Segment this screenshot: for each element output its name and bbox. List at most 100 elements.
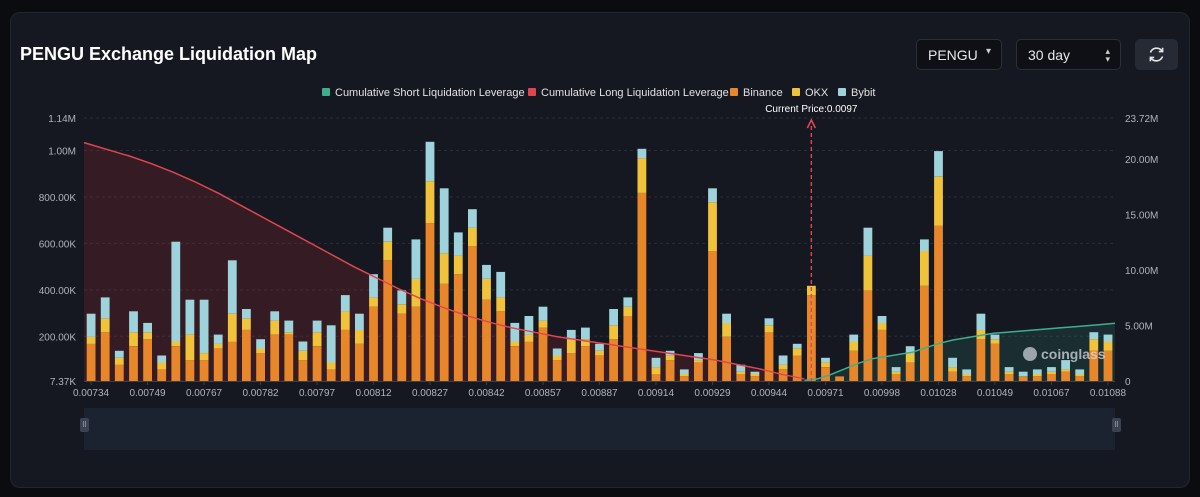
bar-okx: [100, 318, 110, 333]
bar-okx: [482, 278, 491, 300]
legend-label-bybit: Bybit: [851, 87, 876, 99]
bar-bybit: [312, 320, 322, 333]
bar-bybit: [764, 318, 774, 326]
bar-okx: [1061, 369, 1070, 372]
bar-okx: [566, 339, 576, 354]
bar-binance: [905, 362, 915, 381]
bar-bybit: [284, 320, 294, 333]
bar-bybit: [383, 227, 393, 242]
bar-okx: [1089, 339, 1099, 351]
y-left-tick-label: 400.00K: [39, 286, 77, 297]
legend-label-okx: OKX: [805, 87, 829, 99]
legend-item-bybit[interactable]: Bybit: [838, 87, 875, 99]
bar-bybit: [976, 313, 986, 330]
bar-bybit: [114, 350, 124, 358]
symbol-select[interactable]: PENGU ▾: [916, 39, 1002, 70]
x-tick-label: 0.00944: [751, 388, 788, 399]
bar-binance: [750, 376, 760, 381]
bar-okx: [425, 181, 435, 224]
bar-okx: [114, 357, 124, 365]
zoom-slider-right-handle[interactable]: ll: [1112, 418, 1121, 432]
bar-binance: [157, 369, 167, 381]
bar-bybit: [905, 346, 915, 354]
bar-binance: [326, 369, 336, 381]
legend-swatch-binance: [730, 88, 738, 96]
bar-bybit: [1047, 367, 1056, 372]
bar-bybit: [227, 260, 237, 314]
bar-okx: [849, 341, 859, 351]
bar-bybit: [821, 357, 830, 363]
bar-binance: [242, 329, 251, 381]
x-tick-label: 0.01028: [920, 388, 957, 399]
bar-binance: [185, 360, 195, 381]
bar-binance: [990, 343, 1000, 381]
refresh-button[interactable]: [1135, 39, 1178, 70]
y-right-tick-label: 10.00M: [1125, 266, 1158, 277]
bar-binance: [835, 376, 844, 381]
bar-bybit: [920, 239, 929, 251]
bar-binance: [1018, 376, 1028, 381]
bar-bybit: [849, 334, 859, 342]
bar-okx: [976, 329, 986, 340]
bar-bybit: [397, 290, 407, 305]
zoom-slider-left-handle[interactable]: ll: [80, 418, 89, 432]
legend-item-long[interactable]: Cumulative Long Liquidation Leverage: [528, 87, 729, 99]
bar-bybit: [524, 316, 534, 335]
bar-okx: [397, 304, 407, 314]
period-select[interactable]: 30 day ▴ ▾: [1016, 39, 1121, 70]
chart-legend: Cumulative Short Liquidation Leverage Cu…: [0, 87, 1200, 103]
bar-okx: [694, 360, 703, 363]
bar-bybit: [171, 241, 181, 342]
bar-okx: [242, 318, 251, 330]
bar-bybit: [496, 271, 506, 298]
zoom-slider-track[interactable]: [84, 408, 1115, 450]
y-right-tick-label: 5.00M: [1125, 322, 1153, 333]
bar-okx: [524, 334, 534, 342]
bar-binance: [439, 283, 449, 381]
x-tick-label: 0.00887: [581, 388, 618, 399]
bar-bybit: [750, 371, 760, 374]
bar-bybit: [1032, 369, 1042, 374]
bar-okx: [129, 332, 138, 347]
x-tick-label: 0.00998: [864, 388, 901, 399]
short-leverage-line: [804, 322, 1116, 382]
long-leverage-line: [83, 141, 805, 380]
bar-bybit: [129, 311, 138, 333]
coinglass-logo-icon: [1023, 347, 1037, 361]
bar-binance: [566, 353, 576, 381]
bar-binance: [312, 346, 322, 381]
bar-binance: [100, 332, 110, 381]
bar-okx: [439, 253, 449, 284]
bar-okx: [962, 374, 972, 377]
bar-bybit: [962, 369, 972, 374]
y-right-tick-label: 15.00M: [1125, 211, 1158, 222]
long-area-fill: [84, 142, 805, 381]
x-tick-label: 0.00842: [468, 388, 505, 399]
bar-bybit: [411, 239, 421, 279]
bar-okx: [213, 343, 223, 349]
legend-item-short[interactable]: Cumulative Short Liquidation Leverage: [322, 87, 525, 99]
bar-binance: [270, 334, 280, 381]
bar-binance: [114, 364, 124, 381]
bar-binance: [1047, 374, 1056, 381]
bar-bybit: [482, 264, 491, 279]
bar-okx: [227, 313, 237, 342]
symbol-select-value: PENGU: [928, 47, 978, 63]
legend-item-binance[interactable]: Binance: [730, 87, 783, 99]
bar-binance: [694, 362, 703, 381]
y-left-tick-label: 1.00M: [48, 147, 76, 158]
x-tick-label: 0.01049: [977, 388, 1014, 399]
bar-binance: [453, 274, 463, 381]
bar-bybit: [86, 313, 96, 337]
bar-bybit: [708, 188, 717, 203]
bar-bybit: [552, 348, 562, 356]
legend-item-okx[interactable]: OKX: [792, 87, 828, 99]
bar-bybit: [609, 309, 618, 326]
bar-okx: [171, 341, 181, 347]
bar-binance: [792, 355, 802, 381]
bar-binance: [538, 327, 548, 381]
bar-binance: [976, 339, 986, 381]
bar-okx: [369, 297, 378, 307]
bar-binance: [298, 360, 308, 381]
